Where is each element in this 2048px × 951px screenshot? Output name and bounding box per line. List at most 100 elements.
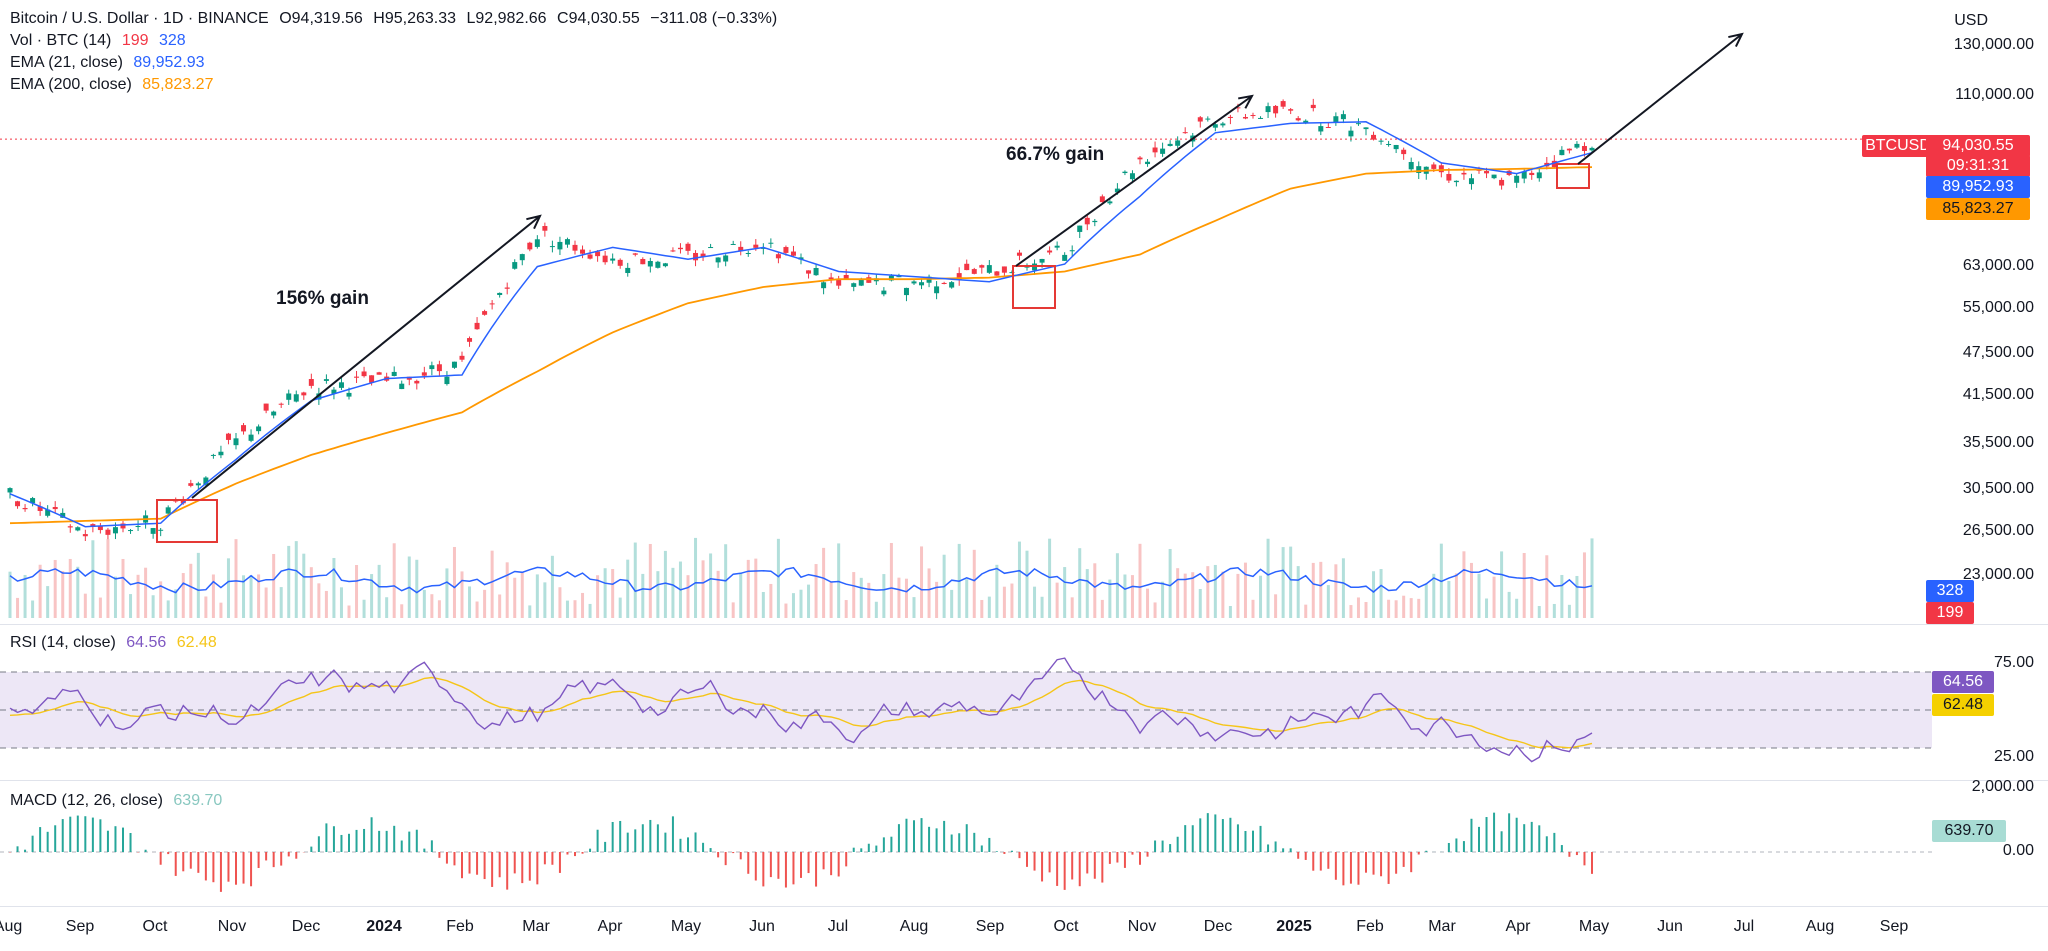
macd-histogram-bar (1568, 852, 1571, 857)
annotation-gain-1[interactable]: 156% gain (276, 288, 369, 309)
macd-tick-0: 0.00 (2002, 842, 2034, 859)
volume-bar (242, 575, 246, 618)
time-tick: Mar (1428, 918, 1456, 935)
volume-bar (1251, 599, 1255, 618)
macd-histogram-bar (235, 852, 237, 885)
candle-body (1227, 116, 1233, 118)
volume-bar (1259, 575, 1263, 618)
macd-histogram-bar (513, 852, 516, 874)
candle-body (1047, 250, 1053, 253)
volume-bar (1228, 605, 1232, 618)
volume-bar (1063, 567, 1067, 618)
macd-legend[interactable]: MACD (12, 26, close) 639.70 (10, 792, 228, 810)
candle-body (1062, 254, 1068, 261)
candle-body (738, 246, 744, 252)
macd-histogram-bar (1003, 852, 1006, 854)
volume-bar (1379, 569, 1383, 618)
volume-bar (1274, 594, 1278, 618)
volume-bar (535, 574, 539, 618)
volume-bar (181, 573, 185, 618)
volume-bar (588, 603, 592, 618)
candle-body (436, 364, 442, 372)
volume-bar (332, 557, 336, 618)
macd-histogram-bar (430, 840, 433, 852)
volume-bar (257, 574, 261, 618)
volume-bar (694, 537, 698, 618)
candle-body (1393, 144, 1399, 150)
arrow-head (526, 214, 542, 230)
macd-histogram-bar (1342, 852, 1345, 886)
volume-bar (38, 564, 42, 618)
candle-body (354, 376, 360, 378)
macd-histogram-bar (1176, 836, 1179, 852)
currency-label[interactable]: USD (1954, 12, 1988, 29)
volume-bar (151, 595, 155, 618)
candle-body (489, 303, 495, 305)
volume-bar (1115, 553, 1119, 618)
volume-bar (166, 600, 170, 618)
separator-rsi-macd[interactable] (0, 780, 2048, 781)
volume-bar (935, 581, 939, 618)
ema200-label: EMA (200, close) (10, 76, 132, 93)
candle-body (1536, 172, 1542, 179)
candle-body (1235, 107, 1241, 109)
macd-histogram-bar (189, 852, 192, 869)
macd-histogram-bar (852, 847, 855, 852)
volume-bar (927, 568, 931, 618)
macd-histogram-bar (1493, 812, 1496, 852)
volume-bar (204, 596, 208, 618)
ema200-legend[interactable]: EMA (200, close) 85,823.27 (10, 76, 219, 94)
candle-body (1152, 147, 1158, 153)
macd-histogram-bar (1191, 825, 1194, 852)
separator-volume-rsi[interactable] (0, 624, 2048, 625)
macd-histogram-bar (589, 848, 592, 852)
candle-body (964, 263, 970, 271)
ohlc-low: L92,982.66 (466, 10, 547, 27)
candle-body (1431, 164, 1437, 169)
rsi-legend[interactable]: RSI (14, close) 64.56 62.48 (10, 634, 223, 652)
candle-body (572, 244, 578, 251)
candle-body (1001, 266, 1007, 273)
macd-histogram-bar (1395, 852, 1398, 874)
macd-histogram-bar (506, 852, 509, 890)
candle-body (1529, 172, 1535, 176)
vol-legend[interactable]: Vol · BTC (14) 199 328 (10, 32, 192, 50)
symbol-legend[interactable]: Bitcoin / U.S. Dollar · 1D · BINANCE O94… (10, 10, 783, 28)
candle-body (248, 434, 254, 441)
candle-body (843, 274, 849, 279)
volume-bar (1130, 575, 1134, 618)
ema21-legend[interactable]: EMA (21, close) 89,952.93 (10, 54, 211, 72)
candle-body (836, 279, 842, 286)
candle-body (1167, 143, 1173, 146)
volume-bar (1326, 585, 1330, 618)
candle-body (165, 507, 171, 514)
candle-body (1551, 160, 1557, 168)
macd-histogram-bar (822, 852, 825, 870)
volume-bar (272, 553, 276, 618)
time-tick: 2025 (1276, 918, 1312, 935)
macd-histogram-bar (1455, 838, 1458, 852)
macd-histogram-bar (664, 832, 667, 852)
macd-histogram-bar (1289, 848, 1292, 852)
macd-histogram-bar (980, 845, 983, 852)
macd-histogram-bar (1161, 840, 1164, 852)
candle-body (1197, 117, 1203, 122)
trend-arrow (191, 215, 541, 499)
annotation-gain-2[interactable]: 66.7% gain (1006, 144, 1105, 165)
macd-histogram-bar (995, 851, 998, 852)
candle-body (564, 239, 570, 245)
candle-body (1258, 117, 1264, 119)
volume-bar (1093, 563, 1097, 618)
candle-body (1205, 118, 1211, 120)
volume-bar (1161, 581, 1165, 618)
volume-bar (1221, 571, 1225, 618)
candle-body (278, 403, 284, 405)
candle-body (67, 526, 73, 528)
macd-histogram-bar (257, 852, 260, 868)
candle-body (7, 488, 13, 493)
candle-body (112, 527, 118, 534)
candle-body (1446, 173, 1452, 181)
candle-body (1401, 149, 1407, 155)
volume-bar (882, 574, 886, 618)
